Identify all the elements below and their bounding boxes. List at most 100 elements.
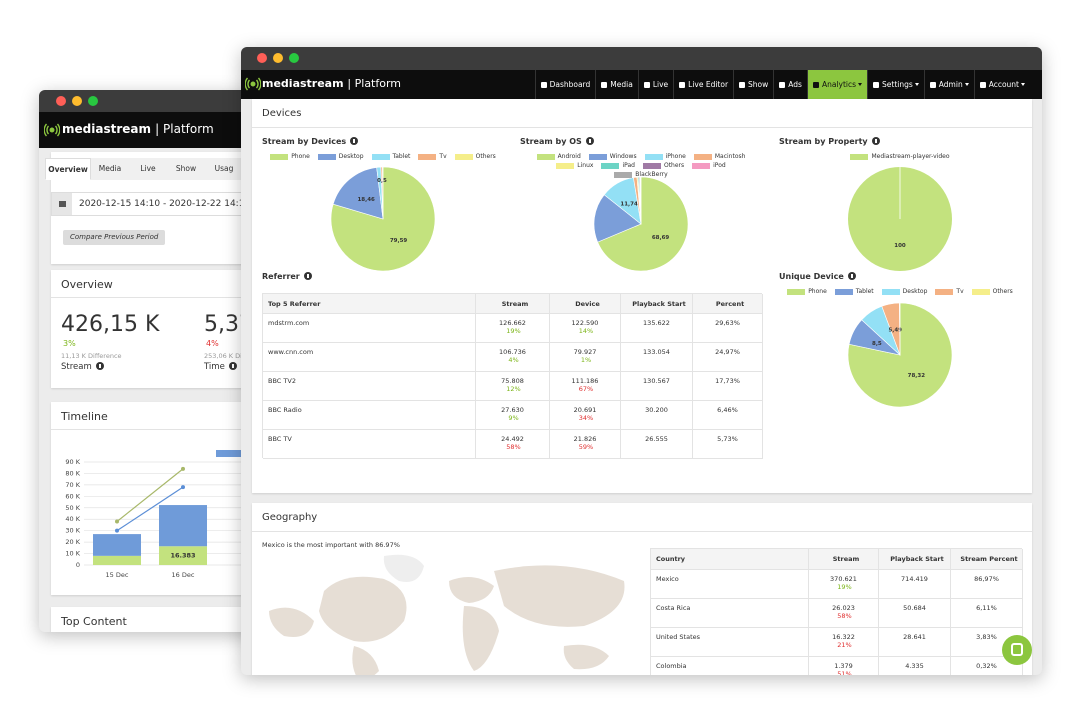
- legend-item[interactable]: Linux: [556, 162, 593, 169]
- legend-item[interactable]: Tv: [935, 288, 964, 295]
- legend-item[interactable]: iPod: [692, 162, 726, 169]
- cell-value: 370.621: [830, 575, 857, 583]
- minimize-dot[interactable]: [72, 96, 82, 106]
- change-text: 14%: [578, 327, 594, 335]
- nav-item[interactable]: Admin: [923, 70, 974, 99]
- legend-swatch: [787, 288, 806, 295]
- legend-chip: [216, 450, 242, 457]
- nav-item[interactable]: Settings: [867, 70, 924, 99]
- table-cell: 50.684: [879, 599, 951, 628]
- line-point: [115, 519, 119, 524]
- brand[interactable]: mediastream | Platform: [62, 122, 214, 136]
- nav-label: Media: [610, 80, 633, 89]
- nav-item[interactable]: Live: [637, 70, 673, 99]
- tab[interactable]: Overview: [45, 158, 91, 180]
- table-cell: 79.927 1%: [550, 343, 621, 372]
- card-title: Devices: [262, 108, 302, 119]
- world-map[interactable]: [264, 551, 639, 675]
- column-header: Stream: [809, 549, 879, 570]
- divider: [51, 297, 301, 298]
- help-icon[interactable]: [585, 137, 594, 145]
- minimize-dot[interactable]: [273, 53, 283, 63]
- cell-change: 4%: [481, 356, 544, 364]
- legend-item[interactable]: Others: [642, 162, 684, 169]
- cell-value: 16.322: [832, 633, 855, 641]
- zoom-dot[interactable]: [88, 96, 98, 106]
- cell-text: United States: [656, 633, 701, 641]
- cell-value: 21.826: [573, 435, 597, 443]
- close-dot[interactable]: [257, 53, 267, 63]
- date-input[interactable]: 2020-12-15 14:10 - 2020-12-22 14:10: [51, 192, 301, 216]
- table-cell: 1.379 51%: [809, 657, 879, 675]
- tab[interactable]: Media: [91, 158, 129, 180]
- dropdown-caret: [964, 83, 969, 86]
- change-text: 67%: [578, 385, 594, 393]
- nav-icon: [929, 81, 936, 88]
- card-title: Timeline: [61, 410, 108, 423]
- legend-item[interactable]: Mediastream-player-video: [850, 153, 950, 160]
- legend-item[interactable]: Others: [971, 288, 1013, 295]
- data-label: 8,5: [872, 341, 882, 347]
- dropdown-caret: [858, 83, 863, 86]
- column-header: Stream Percent: [951, 549, 1023, 570]
- legend-item[interactable]: iPhone: [644, 153, 686, 160]
- legend-item[interactable]: Tablet: [371, 153, 410, 160]
- change-text: 21%: [837, 641, 852, 649]
- legend-item[interactable]: Phone: [787, 288, 827, 295]
- help-icon[interactable]: [350, 137, 359, 145]
- metric-value: 426,15 K: [61, 312, 160, 337]
- compare-button[interactable]: Compare Previous Period: [63, 230, 166, 245]
- legend-item[interactable]: Desktop: [881, 288, 927, 295]
- table-cell: Colombia: [651, 657, 809, 675]
- table-cell: 5,73%: [693, 430, 763, 459]
- legend-item[interactable]: iPad: [601, 162, 635, 169]
- nav-item[interactable]: Ads: [773, 70, 807, 99]
- table-cell: 106.736 4%: [476, 343, 550, 372]
- legend-item[interactable]: Desktop: [317, 153, 364, 160]
- legend-item[interactable]: Tv: [418, 153, 447, 160]
- legend-item[interactable]: Windows: [588, 153, 637, 160]
- legend-item[interactable]: Tablet: [834, 288, 874, 295]
- help-icon[interactable]: [228, 362, 237, 370]
- y-tick-label: 40 K: [65, 515, 80, 523]
- zoom-dot[interactable]: [289, 53, 299, 63]
- nav-item[interactable]: Show: [733, 70, 773, 99]
- column-header: Playback Start: [621, 294, 693, 314]
- nav-item[interactable]: Account: [973, 70, 1030, 99]
- help-icon[interactable]: [871, 137, 880, 145]
- brand-name: mediastream: [262, 77, 344, 90]
- help-icon[interactable]: [303, 272, 312, 280]
- cell-value: 20.691: [573, 406, 597, 414]
- legend-item[interactable]: Macintosh: [693, 153, 745, 160]
- chart-title: Stream by Property: [779, 137, 880, 146]
- legend-swatch: [556, 162, 575, 169]
- legend-label: Tv: [439, 153, 447, 160]
- table-cell: 75.808 12%: [476, 372, 550, 401]
- line: [116, 468, 184, 522]
- change-text: 4%: [508, 356, 519, 364]
- brand[interactable]: mediastream | Platform: [262, 77, 401, 90]
- nav-item[interactable]: Media: [595, 70, 638, 99]
- bar-segment: [93, 555, 141, 565]
- tab[interactable]: Show: [167, 158, 205, 180]
- tab[interactable]: Usag: [205, 158, 243, 180]
- dropdown-caret: [914, 83, 919, 86]
- legend-item[interactable]: Android: [536, 153, 581, 160]
- chat-button[interactable]: [1002, 635, 1032, 665]
- nav-icon: [540, 81, 547, 88]
- legend-item[interactable]: Others: [454, 153, 496, 160]
- close-dot[interactable]: [56, 96, 66, 106]
- table-cell: 135.622: [621, 314, 693, 343]
- nav-item[interactable]: Analytics: [806, 70, 868, 99]
- label-text: Time: [204, 362, 225, 372]
- table-cell: 714.419: [879, 570, 951, 599]
- table-cell: United States: [651, 628, 809, 657]
- nav-item[interactable]: Live Editor: [673, 70, 733, 99]
- legend-item[interactable]: BlackBerry: [614, 171, 668, 178]
- tab[interactable]: Live: [129, 158, 167, 180]
- help-icon[interactable]: [95, 362, 104, 370]
- legend-item[interactable]: Phone: [270, 153, 310, 160]
- nav-item[interactable]: Dashboard: [534, 70, 596, 99]
- help-icon[interactable]: [847, 272, 856, 280]
- chart-title: Stream by OS: [520, 137, 594, 146]
